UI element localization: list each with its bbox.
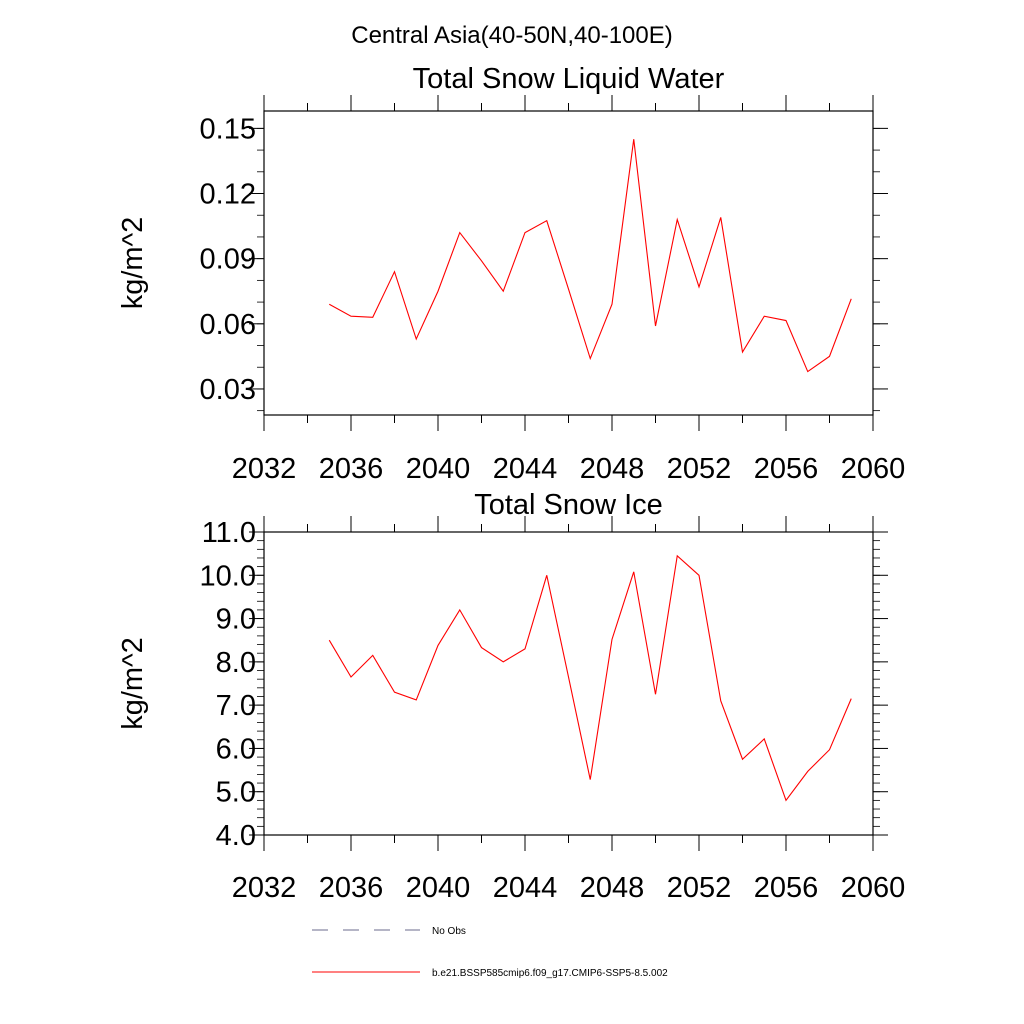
x-tick-label: 2040 xyxy=(406,872,471,904)
x-tick-label: 2056 xyxy=(754,453,819,485)
legend-item: b.e21.BSSP585cmip6.f09_g17.CMIP6-SSP5-8.… xyxy=(312,968,668,979)
chart-snow-ice: Total Snow Ice kg/m^2 2032 2036 2040 2044 2048… xyxy=(117,489,905,904)
y-tick-label: 0.15 xyxy=(200,113,256,145)
y-tick-label: 11.0 xyxy=(202,517,256,549)
y-tick-label: 0.09 xyxy=(200,244,256,276)
legend-label: No Obs xyxy=(432,926,466,937)
x-tick-label: 2056 xyxy=(754,872,819,904)
x-tick-label: 2032 xyxy=(232,453,297,485)
chart-title: Total Snow Liquid Water xyxy=(413,63,725,95)
y-tick-label: 9.0 xyxy=(216,604,256,636)
plot-frame xyxy=(263,110,874,416)
x-tick-label: 2040 xyxy=(406,453,471,485)
x-tick-label: 2060 xyxy=(841,453,906,485)
y-tick-label: 8.0 xyxy=(216,647,256,679)
x-tick-label: 2052 xyxy=(667,872,732,904)
y-tick-label: 7.0 xyxy=(216,690,256,722)
y-tick-label: 0.06 xyxy=(200,309,256,341)
x-tick-label: 2036 xyxy=(319,872,384,904)
y-axis-label: kg/m^2 xyxy=(117,637,149,730)
x-tick-label: 2048 xyxy=(580,453,645,485)
legend-item: No Obs xyxy=(312,926,466,937)
x-tick-label: 2048 xyxy=(580,872,645,904)
y-axis-label: kg/m^2 xyxy=(117,217,149,310)
y-tick-label: 5.0 xyxy=(216,777,256,809)
x-tick-label: 2060 xyxy=(841,872,906,904)
chart-title: Total Snow Ice xyxy=(474,489,663,521)
legend: No Obs b.e21.BSSP585cmip6.f09_g17.CMIP6-S… xyxy=(312,926,668,979)
y-tick-label: 6.0 xyxy=(216,733,256,765)
x-tick-label: 2036 xyxy=(319,453,384,485)
y-tick-label: 4.0 xyxy=(216,820,256,852)
y-tick-label: 10.0 xyxy=(200,560,256,592)
series-line xyxy=(328,139,852,373)
x-tick-label: 2044 xyxy=(493,453,558,485)
chart-snow-liquid-water: Total Snow Liquid Water kg/m^2 2032 2036 204… xyxy=(117,63,905,485)
page-title: Central Asia(40-50N,40-100E) xyxy=(351,22,673,49)
series-line xyxy=(328,554,852,802)
legend-label: b.e21.BSSP585cmip6.f09_g17.CMIP6-SSP5-8.… xyxy=(432,968,668,979)
y-tick-label: 0.12 xyxy=(200,179,256,211)
x-tick-label: 2052 xyxy=(667,453,732,485)
x-tick-label: 2044 xyxy=(493,872,558,904)
x-tick-label: 2032 xyxy=(232,872,297,904)
y-tick-label: 0.03 xyxy=(200,374,256,406)
